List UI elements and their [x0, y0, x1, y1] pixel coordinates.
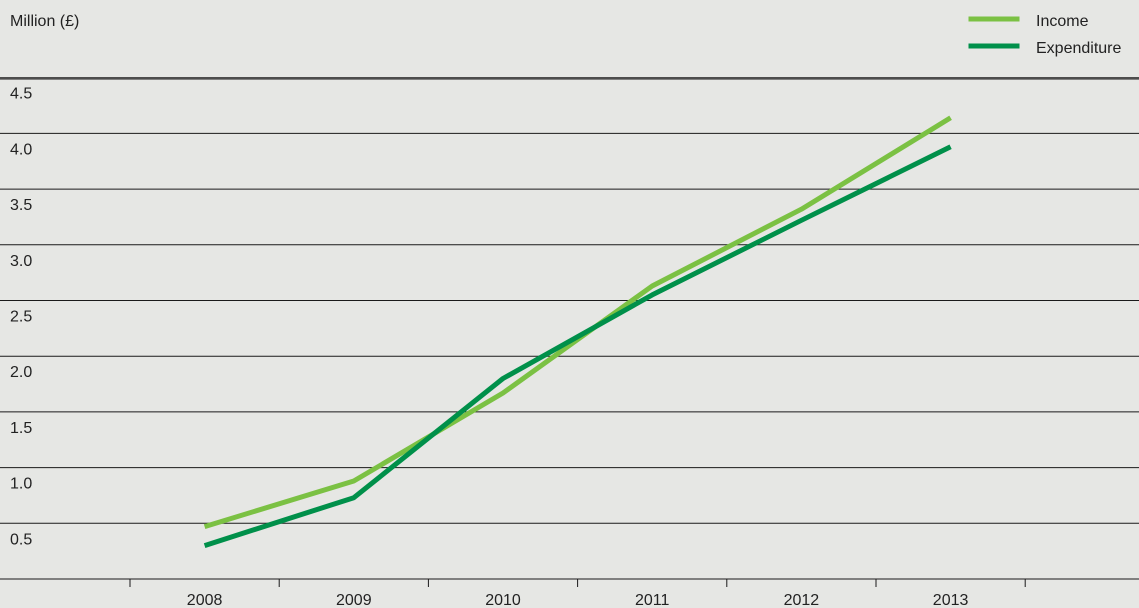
y-axis-title: Million (£)	[10, 13, 79, 30]
y-tick-label: 2.5	[10, 309, 32, 326]
gridlines	[0, 77, 1139, 524]
series-line-expenditure	[203, 144, 952, 548]
y-tick-label: 0.5	[10, 531, 32, 548]
legend: Income Expenditure	[968, 13, 1121, 57]
y-tick-label: 3.0	[10, 253, 32, 270]
x-tick-label: 2011	[635, 592, 670, 608]
y-tick-label: 1.0	[10, 476, 32, 493]
x-tick-label: 2013	[933, 592, 969, 608]
series-lines	[203, 115, 952, 548]
x-axis: 2008 2009 2010 2011 2012 2013	[0, 578, 1139, 608]
y-tick-label: 3.5	[10, 197, 32, 214]
series-line-income	[203, 115, 952, 529]
x-tick-label: 2010	[485, 592, 521, 608]
x-tick-label: 2008	[187, 592, 223, 608]
y-tick-label: 4.0	[10, 141, 32, 158]
y-tick-label: 1.5	[10, 420, 32, 437]
x-tick-label: 2012	[784, 592, 820, 608]
x-tick-label: 2009	[336, 592, 372, 608]
legend-label-income: Income	[1036, 13, 1089, 30]
legend-label-expenditure: Expenditure	[1036, 40, 1121, 57]
y-axis-tick-labels: 0.5 1.0 1.5 2.0 2.5 3.0 3.5 4.0 4.5	[10, 86, 32, 549]
y-tick-label: 2.0	[10, 364, 32, 381]
y-tick-label: 4.5	[10, 86, 32, 103]
